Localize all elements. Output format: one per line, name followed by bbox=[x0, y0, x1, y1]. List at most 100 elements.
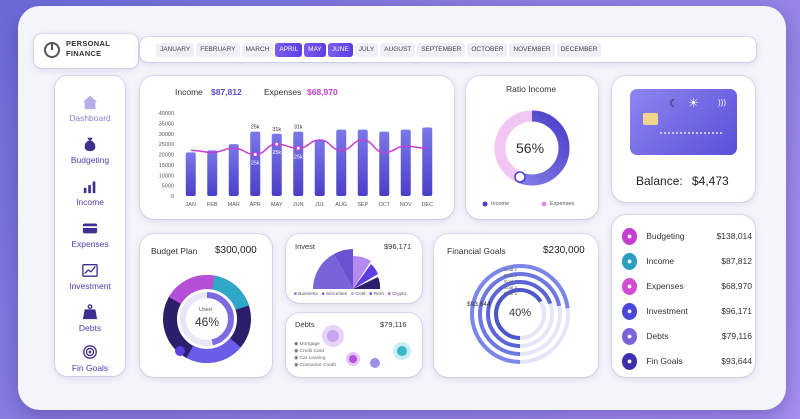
income-bar-oct[interactable] bbox=[379, 131, 390, 196]
income-bar-chart: 0 5000 10000 15000 20000 25000 30000 35000 40000… bbox=[159, 111, 433, 208]
y-tick-label: 15000 bbox=[159, 163, 174, 169]
weight-icon bbox=[82, 304, 98, 320]
summary-label: Expenses bbox=[646, 281, 684, 291]
target-icon bbox=[83, 345, 97, 359]
summary-row-budgeting[interactable]: ● Budgeting $138,014 bbox=[622, 227, 752, 245]
month-august[interactable]: AUGUST bbox=[380, 42, 416, 57]
app-logo[interactable]: PERSONAL FINANCE bbox=[34, 34, 138, 68]
x-tick-label: MAY bbox=[271, 202, 283, 208]
contactless-icon: ))) bbox=[718, 98, 726, 107]
summary-row-expenses[interactable]: ● Expenses $68,970 bbox=[622, 277, 752, 295]
legend-income: Income bbox=[491, 201, 510, 207]
month-march[interactable]: MARCH bbox=[241, 42, 274, 57]
financial-goals-radial-chart bbox=[470, 264, 570, 364]
x-tick-label: APR bbox=[250, 202, 261, 208]
ratio-income-card: Ratio Income 56% Income Expenses bbox=[466, 76, 598, 219]
sidebar-item-expenses[interactable]: Expenses bbox=[55, 220, 125, 249]
summary-row-debts[interactable]: ● Debts $79,116 bbox=[622, 327, 752, 345]
month-february[interactable]: FEBRUARY bbox=[196, 42, 240, 57]
growth-chart-icon bbox=[82, 264, 98, 277]
summary-label: Debts bbox=[646, 331, 669, 341]
expenses-value: $68,970 bbox=[307, 87, 338, 97]
y-tick-label: 25000 bbox=[159, 142, 174, 148]
invest-legend: ■ Business ■ Securities ■ Gold ■ Rent ■ … bbox=[294, 292, 418, 297]
legend-item: ■ Crypto bbox=[387, 292, 407, 297]
month-december[interactable]: DECEMBER bbox=[556, 42, 602, 57]
sidebar-item-budgeting[interactable]: Budgeting bbox=[55, 136, 125, 165]
month-january[interactable]: JANUARY bbox=[156, 42, 195, 57]
pie-logo-icon bbox=[44, 42, 60, 58]
income-bar-jun[interactable] bbox=[293, 131, 304, 196]
sidebar-item-investment[interactable]: Investment bbox=[55, 262, 125, 291]
x-tick-label: JUL bbox=[315, 202, 325, 208]
x-tick-label: AUG bbox=[335, 202, 347, 208]
debts-title: Debts bbox=[295, 320, 315, 329]
month-selector: JANUARY FEBRUARY MARCH APRIL MAY JUNE JULY AUGU… bbox=[140, 37, 756, 62]
income-bar-may[interactable] bbox=[271, 133, 282, 196]
bar-data-label: 31k bbox=[294, 125, 303, 131]
sidebar-item-dashboard[interactable]: Dashboard bbox=[55, 94, 125, 123]
bar-inner-label: 25k bbox=[294, 154, 303, 160]
summary-value: $68,970 bbox=[721, 281, 752, 291]
money-bag-icon bbox=[84, 137, 96, 152]
goals-side-value: $93,644 bbox=[467, 301, 491, 308]
x-tick-label: FEB bbox=[207, 202, 218, 208]
bar-inner-label: 25k bbox=[251, 161, 260, 167]
goal-label: Goal 2 bbox=[503, 273, 517, 278]
invest-rose-chart bbox=[313, 249, 381, 289]
goal-label: Goal 1 bbox=[503, 267, 517, 272]
growth-chart-icon: ● bbox=[622, 302, 638, 320]
y-tick-label: 35000 bbox=[159, 121, 174, 127]
y-tick-label: 5000 bbox=[162, 184, 174, 190]
summary-label: Budgeting bbox=[646, 231, 685, 241]
income-bar-jul[interactable] bbox=[314, 139, 325, 196]
x-tick-label: JAN bbox=[186, 202, 196, 208]
x-tick-label: SEP bbox=[357, 202, 368, 208]
financial-goals-card: Financial Goals $230,000 Goal 1 Goal 2 G… bbox=[434, 234, 598, 377]
income-bar-mar[interactable] bbox=[228, 144, 239, 196]
summary-row-fin-goals[interactable]: ● Fin Goals $93,644 bbox=[622, 352, 752, 370]
card-icon: ● bbox=[622, 277, 638, 295]
budget-plan-title: Budget Plan bbox=[151, 246, 198, 256]
legend-item: ◉ Consumer Credit bbox=[294, 363, 336, 368]
used-label: Used bbox=[199, 307, 212, 313]
y-tick-label: 10000 bbox=[159, 173, 174, 179]
sidebar-item-income[interactable]: Income bbox=[55, 178, 125, 207]
month-september[interactable]: SEPTEMBER bbox=[417, 42, 466, 57]
income-expenses-chart-card: Income $87,812 Expenses $68,970 0 5000 100… bbox=[140, 76, 454, 219]
month-july[interactable]: JULY bbox=[354, 42, 379, 57]
sidebar-item-label: Budgeting bbox=[70, 155, 110, 165]
summary-value: $138,014 bbox=[716, 231, 752, 241]
month-may[interactable]: MAY bbox=[304, 42, 326, 57]
sidebar-item-fin-goals[interactable]: Fin Goals bbox=[55, 344, 125, 373]
debts-value: $79,116 bbox=[380, 320, 407, 329]
card-chip bbox=[643, 113, 658, 125]
invest-title: Invest bbox=[295, 242, 316, 251]
income-bar-aug[interactable] bbox=[336, 129, 347, 196]
month-april[interactable]: APRIL bbox=[275, 42, 303, 57]
goal-label: Goal 4 bbox=[503, 285, 517, 290]
income-label: Income bbox=[175, 87, 203, 97]
goal-label: Goal 5 bbox=[503, 291, 517, 296]
used-percent: 46% bbox=[195, 315, 220, 329]
income-bar-jan[interactable] bbox=[185, 152, 196, 196]
summary-row-income[interactable]: ● Income $87,812 bbox=[622, 252, 752, 270]
income-bar-dec[interactable] bbox=[422, 127, 433, 196]
financial-goals-value: $230,000 bbox=[543, 245, 585, 256]
income-bar-nov[interactable] bbox=[400, 129, 411, 196]
goals-labels: Goal 1 Goal 2 Goal 3 Goal 4 Goal 5 bbox=[497, 267, 517, 297]
x-tick-label: OCT bbox=[378, 202, 390, 208]
debts-card: Debts $79,116 ◉ Mortgage ◉ Credit Card ◉… bbox=[286, 313, 422, 377]
month-june[interactable]: JUNE bbox=[327, 42, 353, 57]
sidebar-item-debts[interactable]: Debts bbox=[55, 304, 125, 333]
summary-row-investment[interactable]: ● Investment $96,171 bbox=[622, 302, 752, 320]
budget-donut bbox=[163, 275, 251, 363]
income-bar-feb[interactable] bbox=[207, 150, 218, 196]
expenses-label: Expenses bbox=[264, 87, 302, 97]
month-october[interactable]: OCTOBER bbox=[467, 42, 508, 57]
weight-icon: ● bbox=[622, 327, 638, 345]
sidebar-item-label: Debts bbox=[78, 323, 102, 333]
income-bar-sep[interactable] bbox=[357, 129, 368, 196]
month-november[interactable]: NOVEMBER bbox=[509, 42, 555, 57]
income-bar-apr[interactable] bbox=[250, 131, 261, 196]
